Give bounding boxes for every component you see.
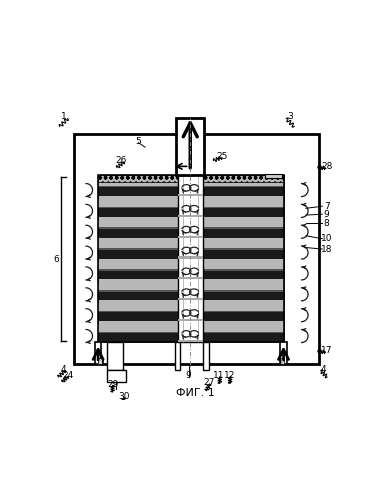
Text: 25: 25 [216,152,227,161]
Bar [98,358,103,364]
Text: 12: 12 [224,371,235,380]
Bar [95,342,101,364]
Text: 29: 29 [107,380,118,389]
Bar [98,175,284,182]
Text: 8: 8 [324,219,330,228]
Text: 7: 7 [324,202,330,211]
Text: 28: 28 [321,163,332,172]
Bar [178,256,203,258]
Text: 24: 24 [62,371,73,380]
Bar [178,340,203,342]
Text: 11: 11 [213,371,225,380]
Bar [98,332,284,333]
Text: 4: 4 [61,365,67,374]
Text: 9: 9 [186,371,191,380]
Text: 3: 3 [287,112,293,121]
Bar [98,269,284,271]
Text: ФИГ. 1: ФИГ. 1 [176,388,215,398]
Text: 30: 30 [118,392,130,401]
Bar [98,291,284,300]
Bar [176,118,204,175]
Bar [265,174,282,178]
Text: 4: 4 [321,365,327,374]
Bar [178,175,203,342]
Text: 27: 27 [203,378,214,387]
Bar [178,298,203,300]
Bar [98,250,284,258]
Bar [178,277,203,279]
Text: 1: 1 [61,112,67,121]
Bar [178,215,203,217]
Bar [98,178,284,186]
Bar [98,186,284,187]
Bar [98,228,284,229]
Text: 18: 18 [321,245,332,253]
Bar [98,311,284,312]
Bar [280,342,287,364]
Bar [98,324,284,332]
Bar [98,199,284,207]
Bar [98,262,284,269]
Bar [98,175,284,342]
Bar [98,312,284,321]
Bar [98,282,284,290]
Bar [98,207,284,208]
Bar [98,271,284,279]
Bar [98,290,284,291]
Bar [107,342,123,370]
Bar [175,342,180,370]
Bar [98,303,284,311]
Bar [98,248,284,250]
Bar [98,241,284,248]
Text: 6: 6 [53,255,59,264]
Bar [98,220,284,228]
Bar [98,208,284,217]
Text: 9: 9 [324,210,330,219]
Bar [279,358,284,364]
Text: 26: 26 [116,156,127,165]
Text: 17: 17 [321,346,332,355]
Bar [98,187,284,196]
Bar [178,236,203,238]
Bar [98,229,284,238]
Bar [74,134,319,364]
Text: 10: 10 [321,234,332,243]
Bar [203,342,209,370]
Bar [178,194,203,196]
Bar [178,319,203,321]
Bar [98,175,284,342]
Bar [98,333,284,342]
Text: 5: 5 [135,137,141,146]
Bar [107,370,126,382]
